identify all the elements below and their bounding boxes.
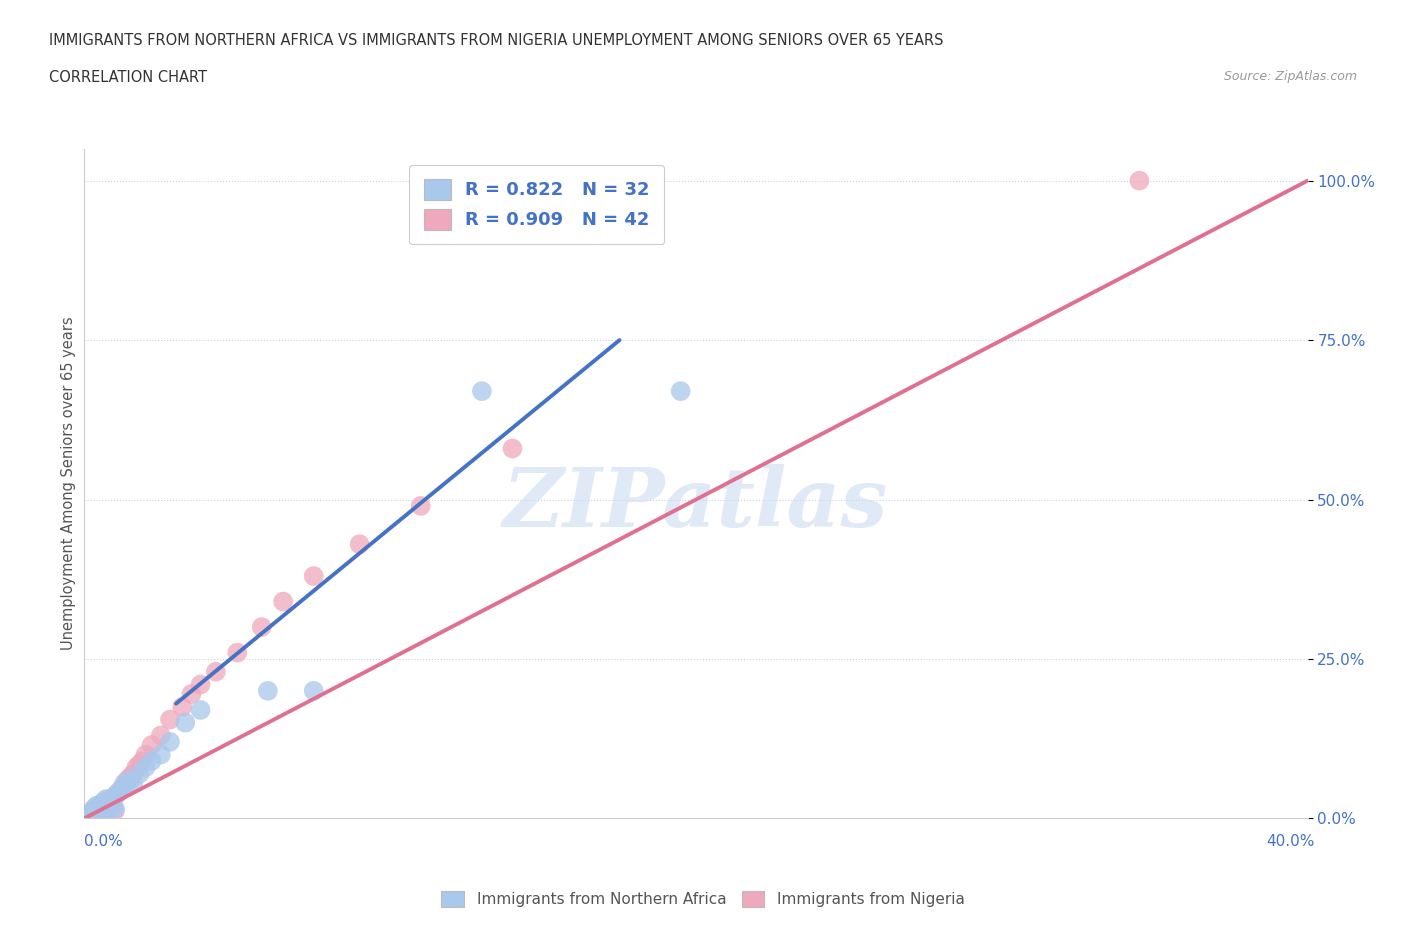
Y-axis label: Unemployment Among Seniors over 65 years: Unemployment Among Seniors over 65 years (60, 317, 76, 650)
Text: CORRELATION CHART: CORRELATION CHART (49, 70, 207, 85)
Point (120, 769, 142, 784)
Point (89, 802, 111, 817)
Point (104, 804, 127, 818)
Point (122, 766, 145, 781)
Point (149, 728, 172, 743)
Point (94, 804, 117, 819)
Point (174, 715, 197, 730)
Point (83, 804, 105, 818)
Point (120, 773, 142, 788)
Point (149, 747, 172, 762)
Point (302, 684, 325, 698)
Point (79, 809, 101, 824)
Point (112, 776, 135, 790)
Point (141, 753, 163, 768)
Text: 40.0%: 40.0% (1267, 834, 1315, 849)
Point (86, 800, 108, 815)
Point (141, 737, 163, 752)
Point (107, 786, 129, 801)
Point (104, 789, 127, 804)
Point (86, 804, 108, 819)
Point (97, 800, 120, 815)
Point (104, 789, 127, 804)
Legend: Immigrants from Northern Africa, Immigrants from Nigeria: Immigrants from Northern Africa, Immigra… (436, 884, 970, 913)
Point (131, 753, 153, 768)
Point (86, 798, 108, 813)
Point (94, 795, 117, 810)
Point (180, 686, 202, 701)
Text: Source: ZipAtlas.com: Source: ZipAtlas.com (1223, 70, 1357, 83)
Point (79, 809, 101, 824)
Point (94, 804, 117, 819)
Point (91, 804, 114, 818)
Point (502, 441, 524, 456)
Point (76, 808, 98, 823)
Point (128, 766, 150, 781)
Point (97, 802, 120, 817)
Text: ZIPatlas: ZIPatlas (503, 464, 889, 544)
Text: 0.0%: 0.0% (84, 834, 124, 849)
Point (101, 797, 124, 812)
Point (302, 568, 325, 583)
Point (83, 806, 105, 821)
Point (91, 804, 114, 818)
Point (110, 782, 132, 797)
Point (172, 699, 194, 714)
Point (86, 804, 108, 819)
Point (135, 760, 157, 775)
Point (89, 808, 111, 823)
Point (101, 798, 124, 813)
Text: IMMIGRANTS FROM NORTHERN AFRICA VS IMMIGRANTS FROM NIGERIA UNEMPLOYMENT AMONG SE: IMMIGRANTS FROM NORTHERN AFRICA VS IMMIG… (49, 33, 943, 47)
Point (250, 619, 273, 634)
Point (1128, 173, 1150, 188)
Point (115, 773, 138, 788)
Point (91, 795, 114, 810)
Point (89, 802, 111, 817)
Point (83, 806, 105, 821)
Point (190, 677, 212, 692)
Point (159, 712, 181, 727)
Point (135, 747, 157, 762)
Point (91, 797, 114, 812)
Point (83, 802, 105, 817)
Point (349, 537, 371, 551)
Point (107, 786, 129, 801)
Point (112, 779, 135, 794)
Point (159, 735, 181, 750)
Point (226, 645, 249, 660)
Point (271, 594, 294, 609)
Point (128, 757, 150, 772)
Point (409, 498, 432, 513)
Point (97, 791, 120, 806)
Point (104, 802, 127, 817)
Point (122, 776, 145, 790)
Point (125, 760, 148, 775)
Point (471, 384, 494, 399)
Point (205, 664, 228, 679)
Point (89, 808, 111, 823)
Point (190, 702, 212, 717)
Point (76, 808, 98, 823)
Point (669, 384, 692, 399)
Point (110, 782, 132, 797)
Point (94, 791, 117, 806)
Legend: R = 0.822   N = 32, R = 0.909   N = 42: R = 0.822 N = 32, R = 0.909 N = 42 (409, 165, 665, 245)
Point (257, 684, 280, 698)
